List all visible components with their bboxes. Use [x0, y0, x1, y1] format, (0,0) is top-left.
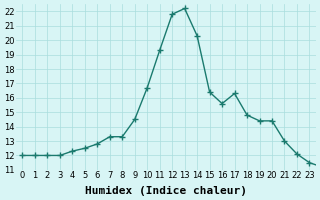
X-axis label: Humidex (Indice chaleur): Humidex (Indice chaleur) — [85, 186, 247, 196]
